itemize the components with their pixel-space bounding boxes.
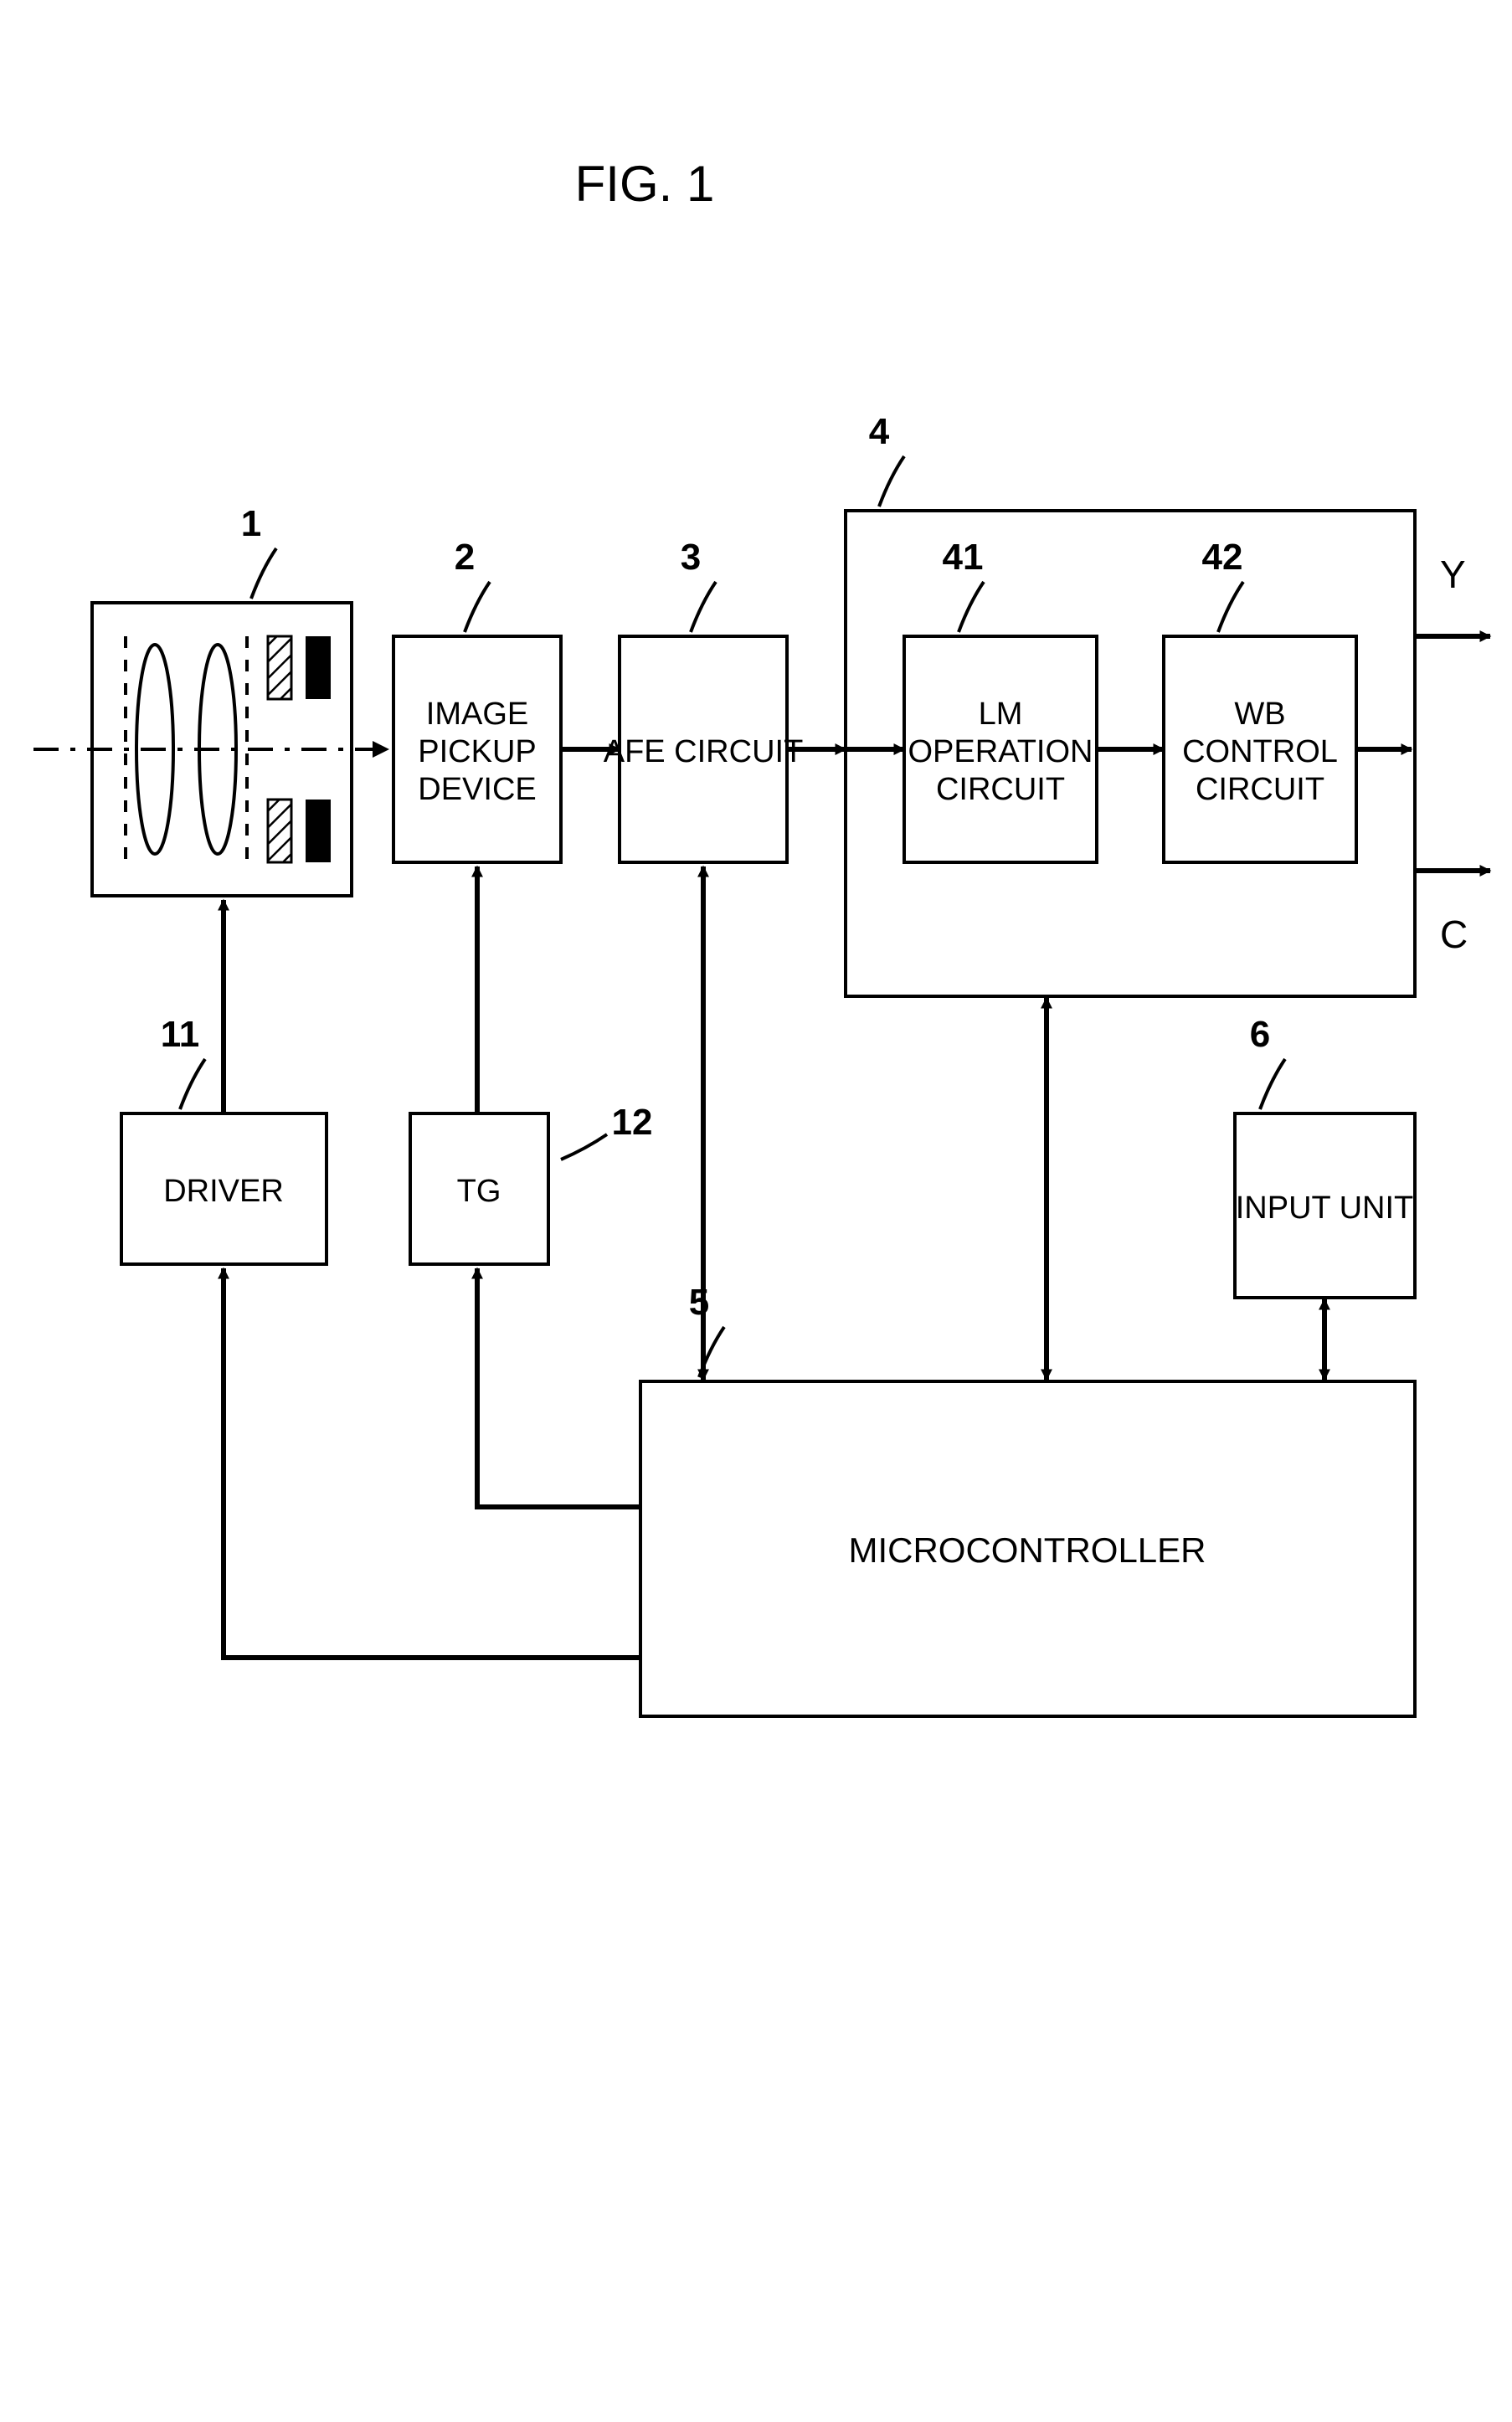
num-1: 1 (241, 503, 261, 544)
tg-label: TG (457, 1174, 501, 1209)
wb-control-circuit-block: WB CONTROL CIRCUIT (1164, 636, 1356, 862)
driver-block: DRIVER (121, 1113, 327, 1264)
image-pickup-device-block: IMAGE PICKUP DEVICE (393, 636, 561, 862)
wb-line2: CONTROL (1182, 734, 1338, 769)
figure-title: FIG. 1 (575, 156, 715, 212)
num-41: 41 (943, 537, 984, 578)
num-5: 5 (689, 1282, 709, 1323)
wb-line3: CIRCUIT (1196, 772, 1324, 807)
num-3: 3 (681, 537, 701, 578)
num-4: 4 (869, 411, 890, 452)
num-6: 6 (1250, 1014, 1270, 1055)
num-11: 11 (161, 1014, 200, 1055)
num-12: 12 (612, 1102, 653, 1143)
input-label: INPUT UNIT (1236, 1190, 1414, 1226)
num-2: 2 (455, 537, 475, 578)
lm-operation-circuit-block: LM OPERATION CIRCUIT (904, 636, 1097, 862)
afe-label: AFE CIRCUIT (604, 734, 804, 769)
lm-line1: LM (979, 697, 1023, 732)
image-pickup-line1: IMAGE (426, 697, 528, 732)
output-y: Y (1440, 553, 1466, 596)
driver-label: DRIVER (163, 1174, 284, 1209)
image-pickup-line3: DEVICE (418, 772, 536, 807)
num-42: 42 (1202, 537, 1243, 578)
lm-line3: CIRCUIT (936, 772, 1065, 807)
wb-line1: WB (1234, 697, 1285, 732)
output-c: C (1440, 913, 1468, 956)
microcontroller-block: MICROCONTROLLER (640, 1381, 1415, 1716)
tg-block: TG (410, 1113, 548, 1264)
image-pickup-line2: PICKUP (418, 734, 536, 769)
micro-label: MICROCONTROLLER (848, 1530, 1206, 1570)
afe-circuit-block: AFE CIRCUIT (604, 636, 804, 862)
input-unit-block: INPUT UNIT (1235, 1113, 1415, 1298)
lm-line2: OPERATION (908, 734, 1093, 769)
